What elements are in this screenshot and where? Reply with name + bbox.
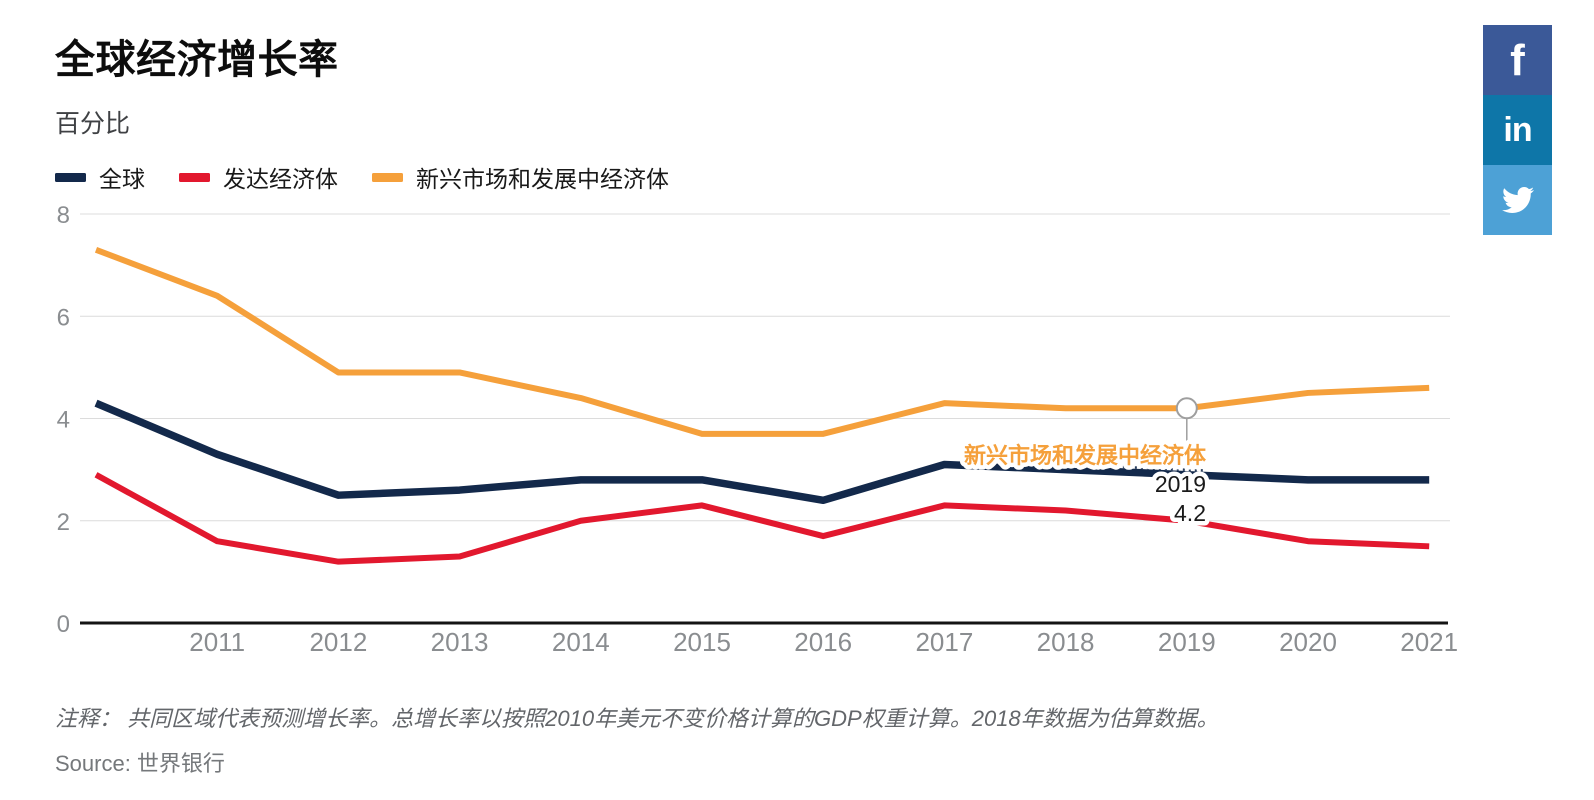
legend-swatch-global bbox=[55, 172, 86, 182]
y-tick-label: 8 bbox=[57, 202, 70, 229]
y-axis-unit-label: 百分比 bbox=[55, 110, 131, 138]
series-line-global[interactable] bbox=[94, 399, 1430, 505]
share-linkedin-button[interactable]: in bbox=[1483, 95, 1552, 165]
page-title: 全球经济增长率 bbox=[55, 38, 339, 82]
x-tick-label: 2017 bbox=[915, 627, 973, 657]
y-tick-label: 2 bbox=[57, 509, 70, 536]
x-tick-label: 2021 bbox=[1400, 627, 1458, 657]
tooltip-value: 4.2 bbox=[1174, 500, 1206, 526]
legend-swatch-advanced bbox=[179, 172, 210, 182]
forecast-texture bbox=[984, 459, 1206, 472]
legend-label: 发达经济体 bbox=[223, 166, 338, 192]
x-tick-label: 2016 bbox=[794, 627, 852, 657]
x-tick-label: 2018 bbox=[1037, 627, 1095, 657]
twitter-icon bbox=[1501, 187, 1534, 213]
tooltip-marker bbox=[1175, 397, 1198, 420]
share-facebook-button[interactable]: f bbox=[1483, 25, 1552, 95]
facebook-icon: f bbox=[1510, 36, 1525, 85]
y-tick-label: 0 bbox=[57, 611, 70, 638]
chart-note: 注释： 共同区域代表预测增长率。总增长率以按照2010年美元不变价格计算的GDP… bbox=[55, 706, 1219, 731]
x-tick-label: 2019 bbox=[1158, 627, 1216, 657]
series-line-advanced[interactable] bbox=[94, 472, 1430, 565]
x-tick-label: 2011 bbox=[189, 627, 245, 657]
legend-label: 全球 bbox=[99, 166, 145, 192]
x-tick-label: 2014 bbox=[552, 627, 610, 657]
legend: 全球 发达经济体 新兴市场和发展中经济体 bbox=[55, 160, 703, 194]
linkedin-icon: in bbox=[1503, 111, 1532, 149]
share-buttons: f in bbox=[1483, 25, 1552, 235]
chart-source: Source: 世界银行 bbox=[55, 751, 225, 776]
x-tick-label: 2015 bbox=[673, 627, 731, 657]
legend-item-advanced[interactable]: 发达经济体 bbox=[179, 160, 338, 194]
tooltip-series-label: 新兴市场和发展中经济体 bbox=[964, 443, 1207, 468]
y-tick-label: 6 bbox=[57, 304, 70, 331]
x-tick-label: 2012 bbox=[309, 627, 367, 657]
x-tick-label: 2020 bbox=[1279, 627, 1337, 657]
legend-label: 新兴市场和发展中经济体 bbox=[416, 166, 669, 192]
legend-item-emerging[interactable]: 新兴市场和发展中经济体 bbox=[372, 160, 669, 194]
legend-swatch-emerging bbox=[372, 172, 403, 182]
series-line-emerging[interactable] bbox=[94, 246, 1430, 437]
y-tick-label: 4 bbox=[57, 407, 70, 434]
x-tick-label: 2013 bbox=[431, 627, 489, 657]
share-twitter-button[interactable] bbox=[1483, 165, 1552, 235]
tooltip-year: 2019 bbox=[1155, 471, 1206, 497]
legend-item-global[interactable]: 全球 bbox=[55, 160, 145, 194]
